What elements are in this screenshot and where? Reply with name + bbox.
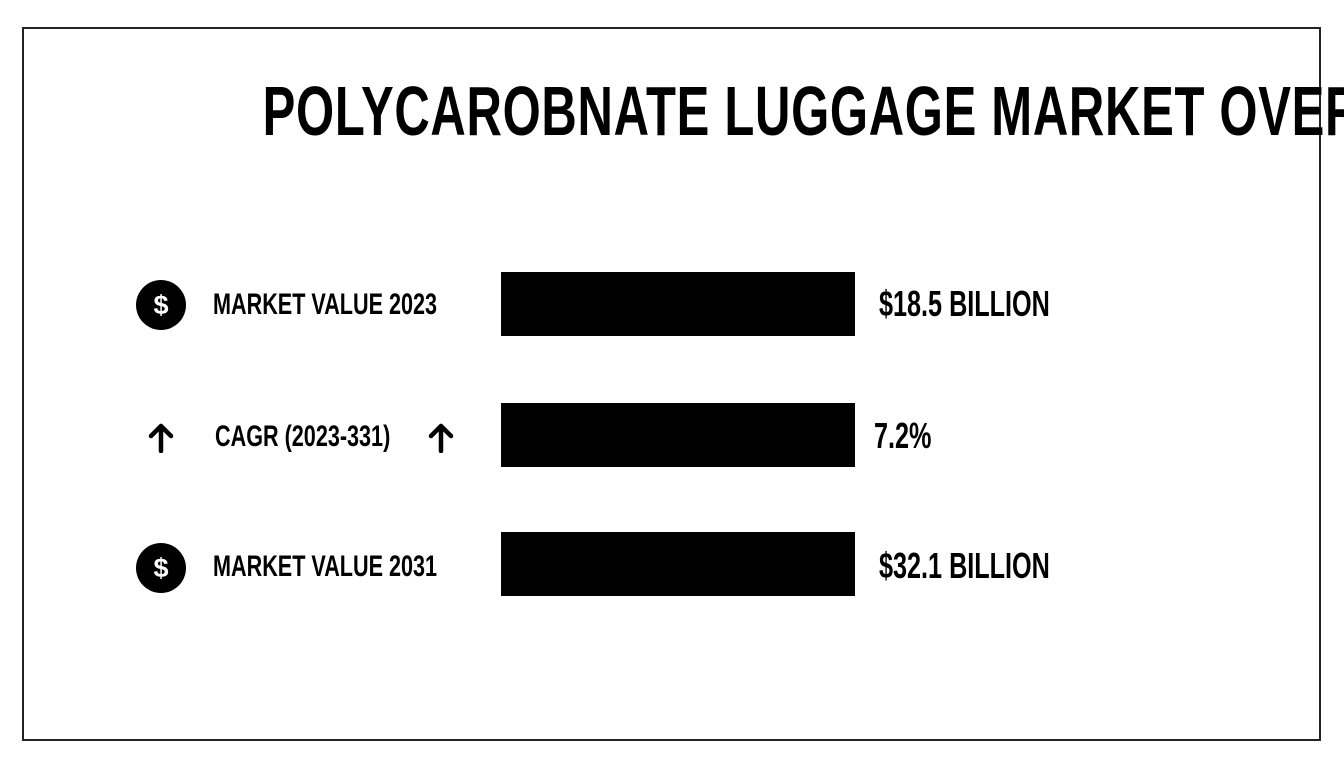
metric-bar bbox=[501, 532, 855, 596]
dollar-circle-icon: $ bbox=[136, 543, 186, 593]
title-container: POLYCAROBNATE LUGGAGE MARKET OVERVIEW bbox=[0, 72, 1344, 150]
metric-value: $18.5 BILLION bbox=[879, 283, 1050, 324]
arrow-up-icon bbox=[148, 423, 174, 453]
svg-text:$: $ bbox=[153, 553, 168, 583]
infographic-frame bbox=[22, 27, 1321, 741]
metric-bar bbox=[501, 272, 855, 336]
dollar-circle-icon: $ bbox=[136, 280, 186, 330]
metric-label: MARKET VALUE 2023 bbox=[213, 288, 438, 321]
svg-text:$: $ bbox=[153, 290, 168, 320]
page-title: POLYCAROBNATE LUGGAGE MARKET OVERVIEW bbox=[262, 72, 1344, 150]
arrow-up-icon bbox=[428, 423, 454, 453]
metric-value: $32.1 BILLION bbox=[879, 545, 1050, 586]
metric-bar bbox=[501, 403, 855, 467]
metric-label: CAGR (2023-331) bbox=[215, 420, 391, 453]
metric-value: 7.2% bbox=[874, 415, 932, 456]
metric-label: MARKET VALUE 2031 bbox=[213, 550, 438, 583]
